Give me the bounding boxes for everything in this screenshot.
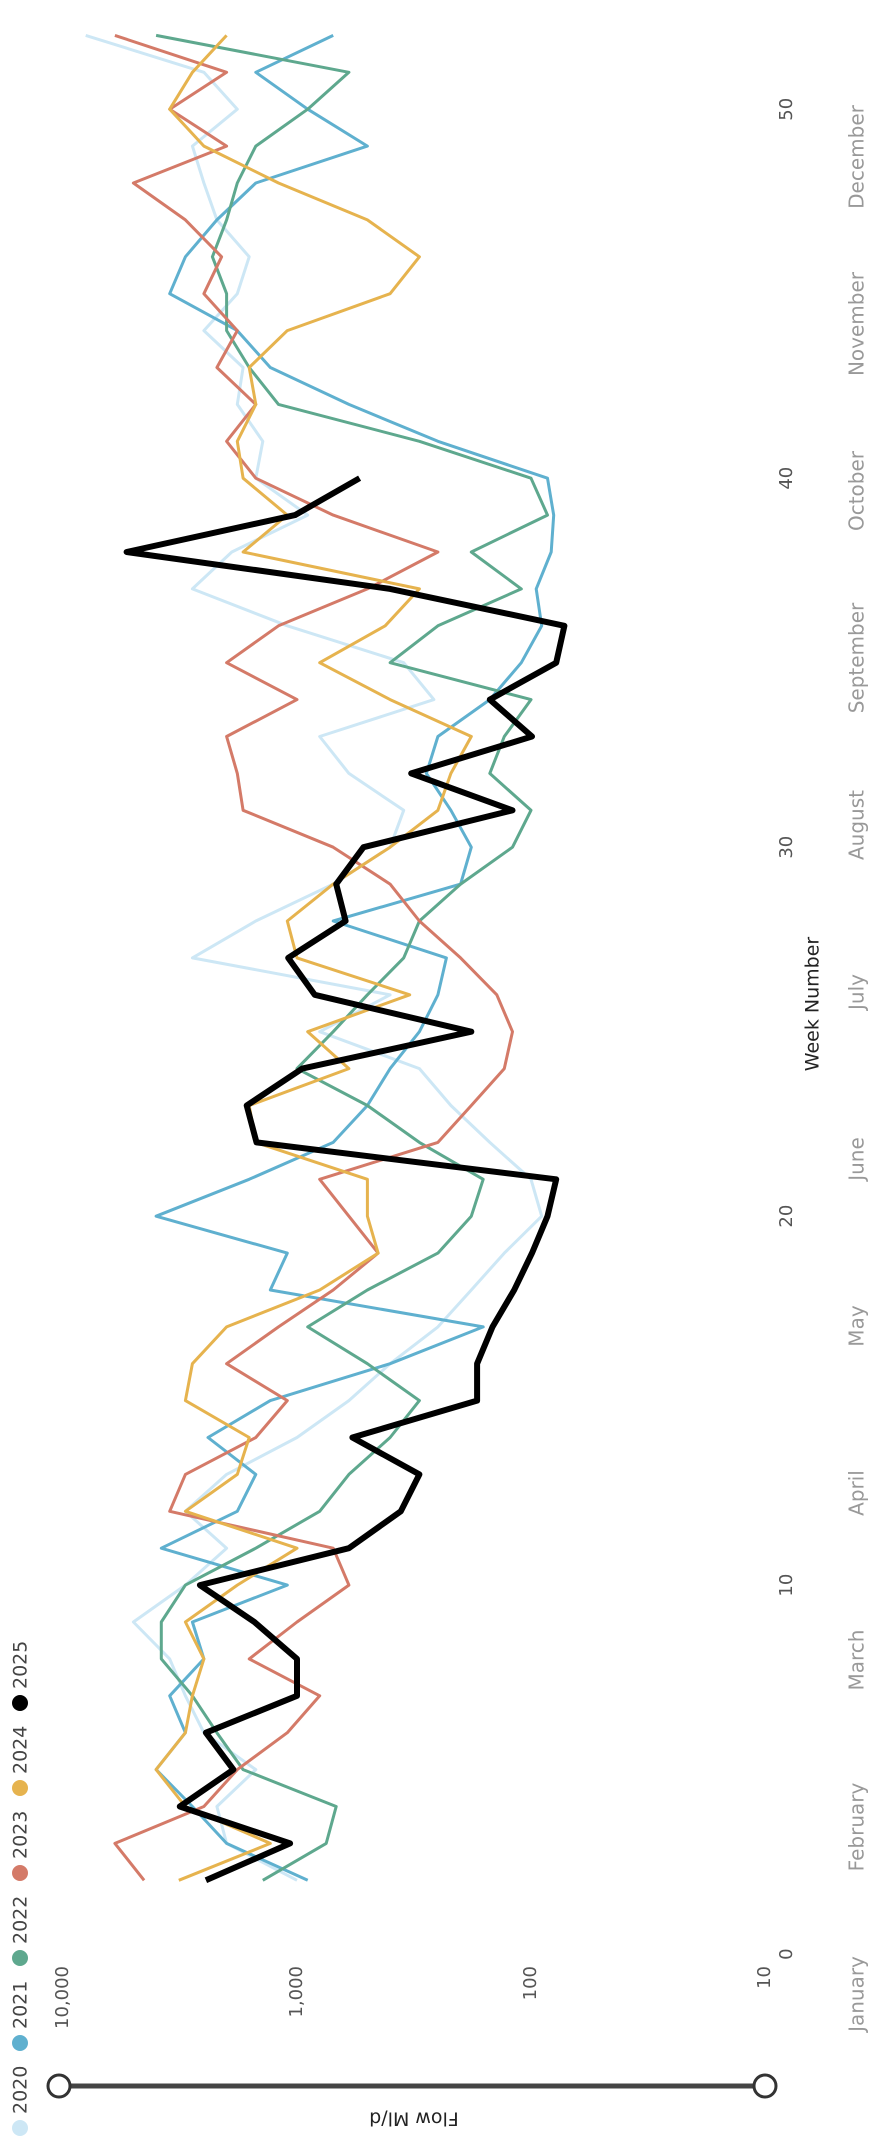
y-tick-label: 10,000 [52, 1966, 73, 2029]
legend-marker [12, 1950, 28, 1966]
legend-label: 2022 [10, 1896, 32, 1944]
series-line [85, 33, 544, 1882]
month-label: February [845, 1783, 869, 1872]
series-line [123, 475, 568, 1884]
month-label: October [845, 450, 869, 531]
x-tick-label: 40 [776, 467, 797, 490]
legend-marker [12, 2035, 28, 2051]
series-line [155, 33, 549, 1882]
month-label: June [845, 1137, 869, 1183]
x-tick-label: 50 [776, 98, 797, 121]
y-axis-title: Flow Ml/d [369, 2108, 459, 2130]
series-line [113, 33, 514, 1882]
x-tick-label: 20 [776, 1205, 797, 1228]
y-tick-label: 10 [754, 1966, 775, 1989]
y-tick-label: 100 [520, 1966, 541, 2000]
x-axis-title: Week Number [802, 937, 824, 1072]
legend-label: 2025 [10, 1641, 32, 1689]
month-label: July [845, 974, 869, 1012]
month-label: September [845, 602, 869, 713]
x-tick-label: 0 [776, 1948, 797, 1959]
range-slider-handle[interactable] [752, 2073, 778, 2099]
month-label: August [845, 790, 869, 860]
legend-label: 2023 [10, 1811, 32, 1859]
x-tick-label: 30 [776, 836, 797, 859]
month-label: April [845, 1470, 869, 1516]
legend-marker [12, 1695, 28, 1711]
legend-marker [12, 1780, 28, 1796]
month-label: December [845, 104, 869, 208]
legend-label: 2020 [10, 2066, 32, 2114]
range-slider-handle[interactable] [46, 2073, 72, 2099]
x-tick-label: 10 [776, 1574, 797, 1597]
month-label: March [845, 1630, 869, 1691]
y-tick-label: 1,000 [286, 1966, 307, 2018]
legend-marker [12, 2120, 28, 2136]
month-label: January [845, 1956, 869, 2034]
legend-label: 2021 [10, 1981, 32, 2029]
month-label: May [845, 1305, 869, 1347]
legend-marker [12, 1865, 28, 1881]
legend-label: 2024 [10, 1726, 32, 1774]
month-label: November [845, 271, 869, 376]
series-line [154, 34, 556, 1882]
